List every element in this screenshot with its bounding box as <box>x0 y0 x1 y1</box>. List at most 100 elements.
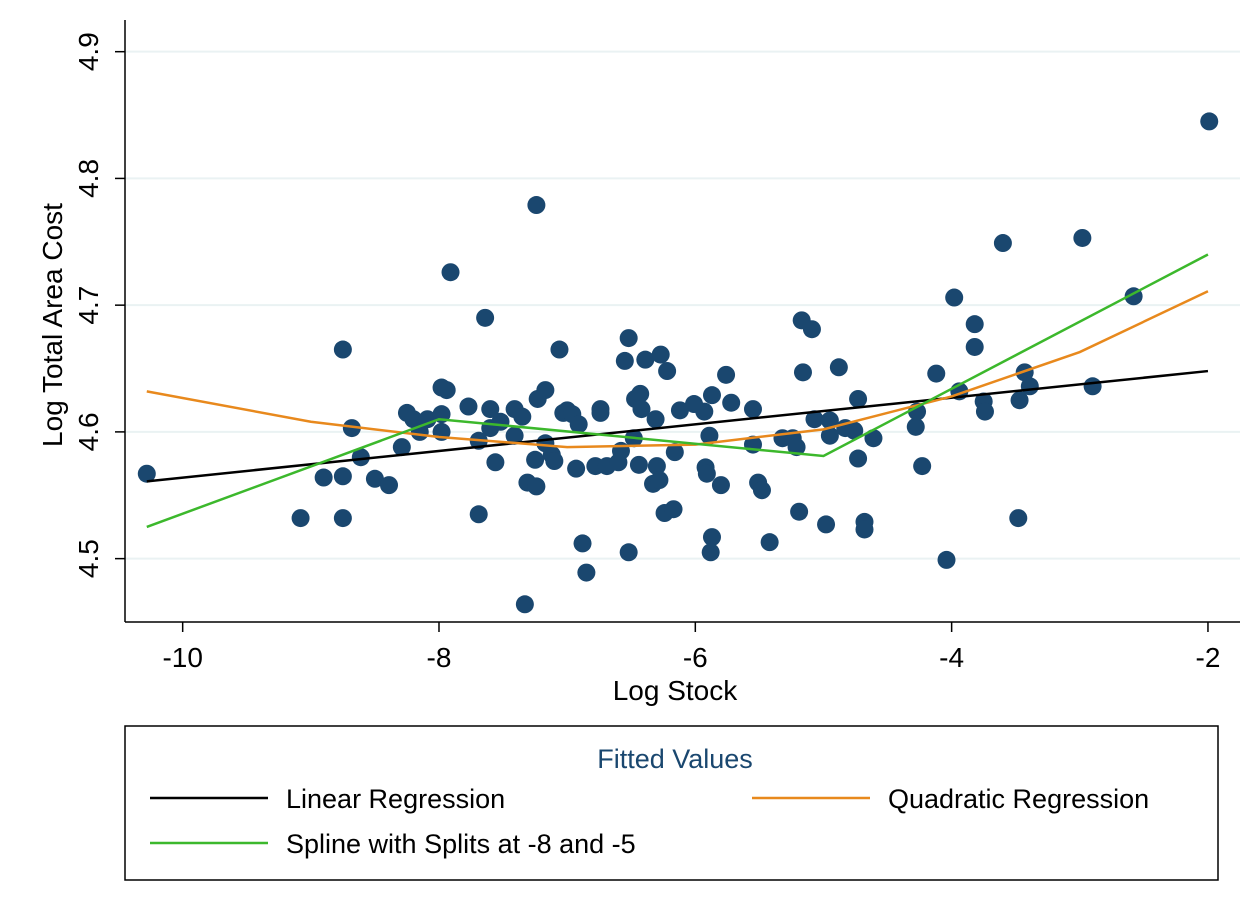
scatter-point <box>569 415 588 434</box>
scatter-point <box>651 345 670 364</box>
scatter-point <box>1083 377 1102 396</box>
scatter-point <box>665 443 684 462</box>
scatter-point <box>1073 228 1092 247</box>
scatter-point <box>291 509 310 528</box>
scatter-point <box>550 340 569 359</box>
scatter-point <box>647 457 666 476</box>
scatter-point <box>615 351 634 370</box>
scatter-point <box>760 533 779 552</box>
scatter-point <box>632 400 651 419</box>
legend-label: Spline with Splits at -8 and -5 <box>286 829 636 859</box>
scatter-point <box>722 393 741 412</box>
scatter-point <box>591 403 610 422</box>
scatter-point <box>787 438 806 457</box>
scatter-point <box>702 386 721 405</box>
scatter-point <box>906 417 925 436</box>
scatter-point <box>855 520 874 539</box>
scatter-point <box>314 468 333 487</box>
x-tick-label: -8 <box>427 642 452 673</box>
scatter-point <box>611 441 630 460</box>
scatter-point <box>619 543 638 562</box>
scatter-point <box>1200 112 1219 131</box>
scatter-point <box>526 450 545 469</box>
scatter-point <box>820 411 839 430</box>
legend-box <box>124 725 1219 881</box>
scatter-point <box>1020 377 1039 396</box>
scatter-point <box>505 426 524 445</box>
fit-line <box>146 253 1209 529</box>
scatter-point <box>577 563 596 582</box>
y-tick-label: 4.6 <box>73 412 104 451</box>
scatter-point <box>849 449 868 468</box>
scatter-point <box>793 363 812 382</box>
scatter-point <box>695 402 714 421</box>
legend-label: Quadratic Regression <box>888 784 1149 814</box>
scatter-point <box>527 196 546 215</box>
scatter-point <box>441 263 460 282</box>
scatter-point <box>805 410 824 429</box>
scatter-point <box>650 471 669 490</box>
x-tick-label: -4 <box>939 642 964 673</box>
scatter-point <box>333 340 352 359</box>
x-axis-title: Log Stock <box>613 675 739 706</box>
scatter-point <box>380 476 399 495</box>
scatter-point <box>333 467 352 486</box>
axes: 4.5 4.6 4.7 4.8 4.9 -10 -8 -6 -4 -2 <box>73 20 1240 673</box>
scatter-point <box>392 438 411 457</box>
scatter-point <box>975 402 994 421</box>
scatter-point <box>711 476 730 495</box>
scatter-point <box>743 400 762 419</box>
scatter-point <box>802 320 821 339</box>
plot-area <box>125 20 1240 622</box>
scatter-point <box>486 453 505 472</box>
y-tick-label: 4.9 <box>73 32 104 71</box>
scatter-point <box>629 455 648 474</box>
scatter-point <box>137 464 156 483</box>
scatter-point <box>491 412 510 431</box>
y-tick-label: 4.5 <box>73 539 104 578</box>
scatter-point <box>481 400 500 419</box>
y-tick-label: 4.8 <box>73 159 104 198</box>
scatter-point <box>717 365 736 384</box>
scatter-point <box>913 457 932 476</box>
scatter-point <box>418 410 437 429</box>
scatter-point <box>965 315 984 334</box>
scatter-point <box>469 505 488 524</box>
scatter-point <box>646 410 665 429</box>
x-tick-label: -10 <box>162 642 202 673</box>
scatter-point <box>927 364 946 383</box>
scatter-point <box>515 595 534 614</box>
scatter-point <box>545 452 564 471</box>
marks <box>137 112 1219 614</box>
scatter-point <box>993 234 1012 253</box>
scatter-point <box>365 469 384 488</box>
scatter-point <box>817 515 836 534</box>
scatter-point <box>965 337 984 356</box>
scatter-point <box>631 384 650 403</box>
scatter-point <box>351 448 370 467</box>
legend-title: Fitted Values <box>597 744 753 774</box>
scatter-point <box>1009 509 1028 528</box>
scatter-point <box>459 397 478 416</box>
scatter-point <box>937 550 956 569</box>
scatter-point <box>945 288 964 307</box>
scatter-point <box>701 543 720 562</box>
scatter-point <box>820 426 839 445</box>
grid <box>125 50 1240 560</box>
scatter-point <box>658 362 677 381</box>
scatter-point <box>476 308 495 327</box>
scatter-point <box>527 477 546 496</box>
scatter-point <box>636 350 655 369</box>
y-axis-title: Log Total Area Cost <box>37 203 68 447</box>
scatter-point <box>333 509 352 528</box>
x-tick-label: -2 <box>1196 642 1221 673</box>
scatter-point <box>437 381 456 400</box>
scatter-point <box>697 464 716 483</box>
scatter-point <box>864 429 883 448</box>
scatter-point <box>702 528 721 547</box>
scatter-point <box>619 329 638 348</box>
scatter-point <box>1010 391 1029 410</box>
scatter-point <box>790 502 809 521</box>
